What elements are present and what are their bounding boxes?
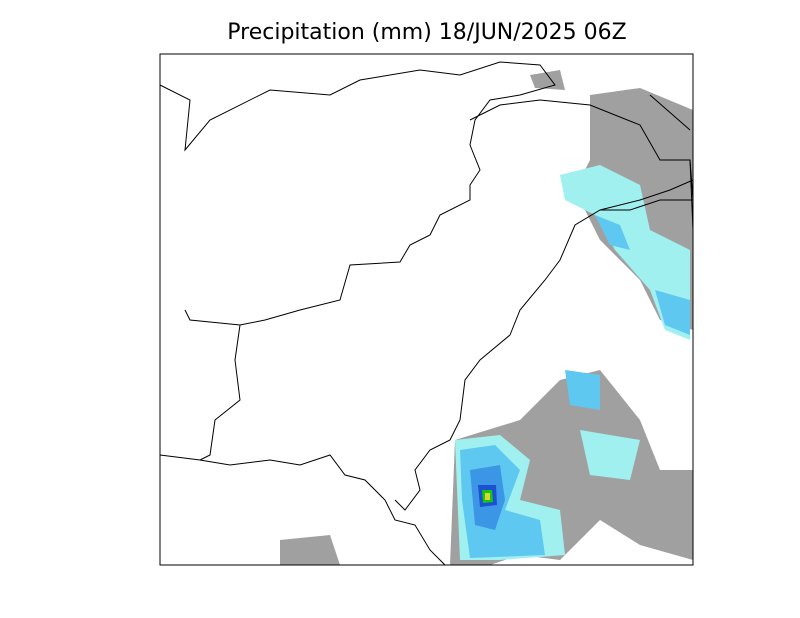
- afghanistan-border: [159, 61, 556, 326]
- map-title: Precipitation (mm) 18/JUN/2025 06Z: [227, 20, 626, 45]
- rain-area: [565, 215, 690, 410]
- map-frame: [159, 53, 694, 566]
- pakistan-border: [394, 99, 694, 511]
- borders: [159, 61, 694, 566]
- rain-area: [485, 493, 490, 500]
- iran-border: [199, 324, 241, 461]
- precipitation: [280, 70, 693, 565]
- coastline: [159, 454, 446, 566]
